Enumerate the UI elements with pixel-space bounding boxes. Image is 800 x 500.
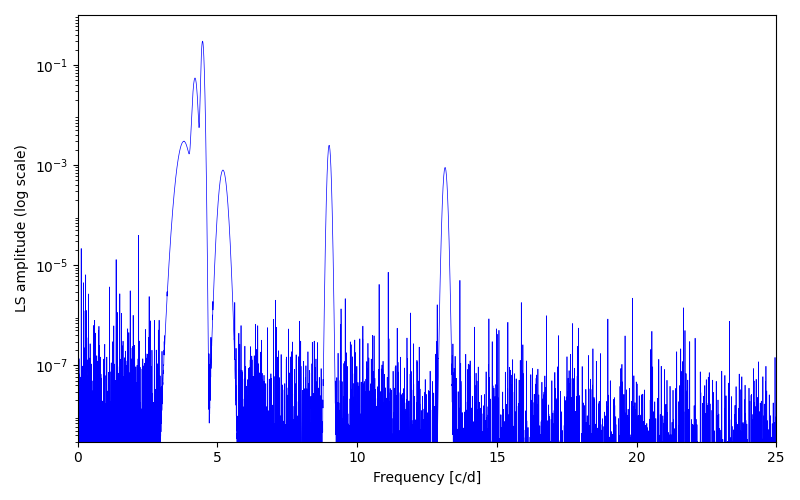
Y-axis label: LS amplitude (log scale): LS amplitude (log scale) [15, 144, 29, 312]
X-axis label: Frequency [c/d]: Frequency [c/d] [373, 471, 481, 485]
